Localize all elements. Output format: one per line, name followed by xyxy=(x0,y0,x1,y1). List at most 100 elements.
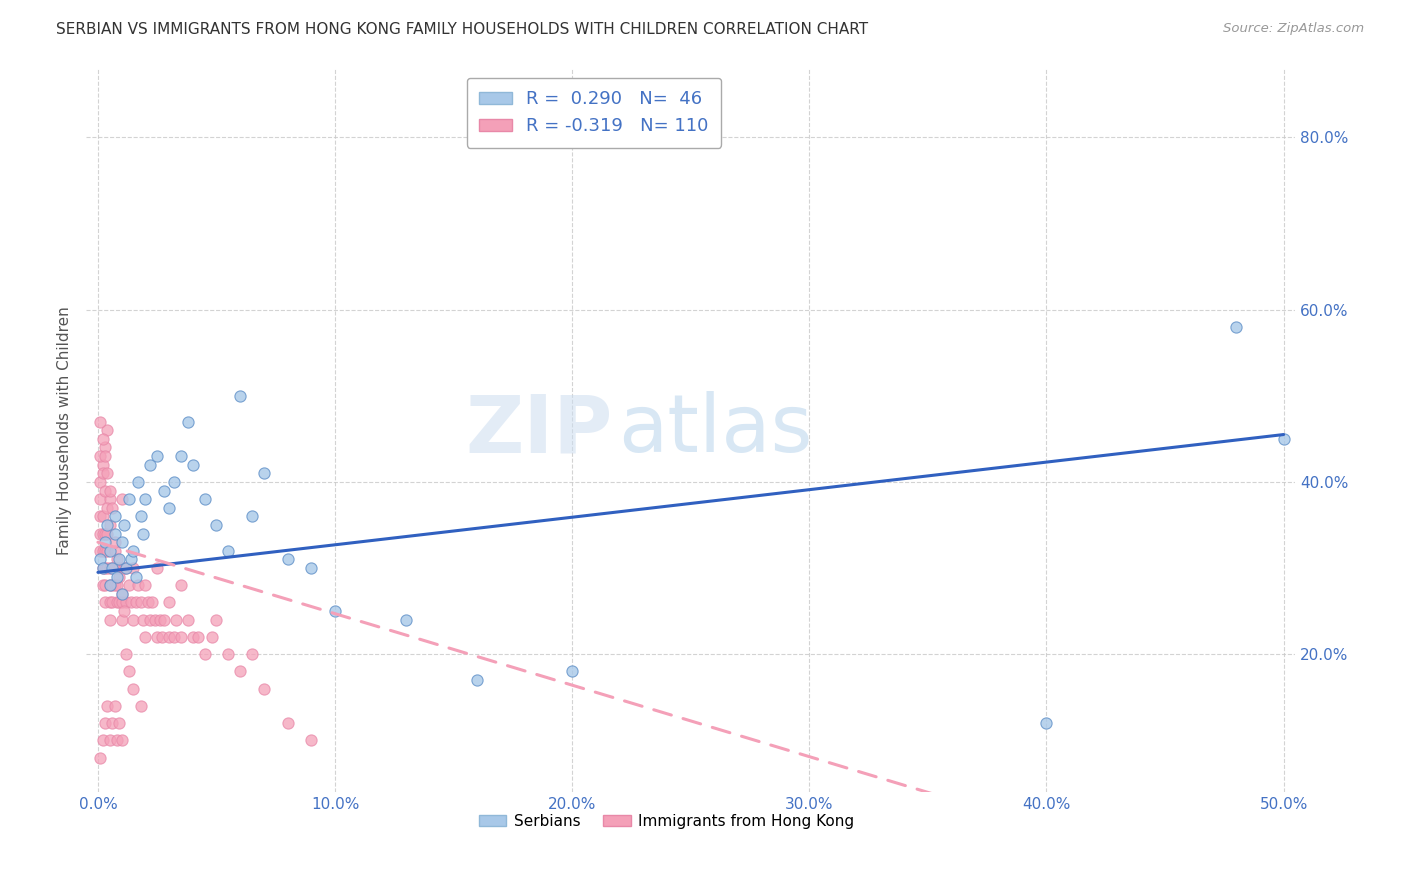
Point xyxy=(111,535,134,549)
Point xyxy=(1225,319,1247,334)
Point xyxy=(395,613,418,627)
Point xyxy=(98,483,121,498)
Point xyxy=(122,544,145,558)
Point xyxy=(98,518,121,533)
Point xyxy=(94,544,117,558)
Point xyxy=(89,492,111,507)
Point xyxy=(170,578,193,592)
Point xyxy=(134,492,156,507)
Point xyxy=(240,647,263,661)
Point xyxy=(139,458,162,472)
Point xyxy=(98,733,121,747)
Point xyxy=(94,449,117,463)
Point xyxy=(177,613,200,627)
Point xyxy=(101,561,124,575)
Point xyxy=(277,716,299,731)
Point xyxy=(201,630,224,644)
Point xyxy=(115,561,138,575)
Point xyxy=(91,544,114,558)
Point xyxy=(205,613,228,627)
Text: Source: ZipAtlas.com: Source: ZipAtlas.com xyxy=(1223,22,1364,36)
Point xyxy=(150,630,173,644)
Point xyxy=(96,698,118,713)
Point xyxy=(141,595,163,609)
Point xyxy=(89,750,111,764)
Point xyxy=(112,561,135,575)
Point xyxy=(111,733,134,747)
Point xyxy=(91,526,114,541)
Text: atlas: atlas xyxy=(619,392,813,469)
Point xyxy=(139,613,162,627)
Point xyxy=(118,665,141,679)
Point xyxy=(98,544,121,558)
Point xyxy=(89,509,111,524)
Point xyxy=(217,647,239,661)
Point xyxy=(94,535,117,549)
Point xyxy=(105,561,128,575)
Point xyxy=(91,561,114,575)
Point xyxy=(89,449,111,463)
Point xyxy=(148,613,170,627)
Point xyxy=(467,673,489,687)
Point xyxy=(96,561,118,575)
Point xyxy=(132,613,155,627)
Point xyxy=(108,552,131,566)
Point xyxy=(101,561,124,575)
Point xyxy=(1272,432,1295,446)
Point xyxy=(1035,716,1057,731)
Point xyxy=(299,733,322,747)
Point xyxy=(94,595,117,609)
Point xyxy=(89,475,111,489)
Point xyxy=(134,578,156,592)
Point xyxy=(181,458,204,472)
Point xyxy=(122,561,145,575)
Point xyxy=(157,630,180,644)
Point xyxy=(217,544,239,558)
Point xyxy=(170,630,193,644)
Point xyxy=(103,578,125,592)
Point xyxy=(91,733,114,747)
Point xyxy=(153,613,176,627)
Point xyxy=(98,578,121,592)
Point xyxy=(129,509,152,524)
Point xyxy=(153,483,176,498)
Point xyxy=(96,423,118,437)
Point xyxy=(105,733,128,747)
Point xyxy=(115,595,138,609)
Point xyxy=(91,509,114,524)
Point xyxy=(89,526,111,541)
Point xyxy=(96,526,118,541)
Point xyxy=(101,578,124,592)
Point xyxy=(96,467,118,481)
Point xyxy=(98,578,121,592)
Point xyxy=(186,630,208,644)
Point xyxy=(111,587,134,601)
Point xyxy=(96,544,118,558)
Point xyxy=(111,613,134,627)
Point xyxy=(108,569,131,583)
Point xyxy=(127,578,149,592)
Y-axis label: Family Households with Children: Family Households with Children xyxy=(58,306,72,555)
Point xyxy=(323,604,346,618)
Point xyxy=(98,613,121,627)
Point xyxy=(94,716,117,731)
Point xyxy=(229,389,252,403)
Point xyxy=(253,467,276,481)
Point xyxy=(122,681,145,696)
Point xyxy=(101,595,124,609)
Point xyxy=(103,509,125,524)
Point xyxy=(89,552,111,566)
Point xyxy=(103,535,125,549)
Point xyxy=(98,561,121,575)
Point xyxy=(111,587,134,601)
Legend: Serbians, Immigrants from Hong Kong: Serbians, Immigrants from Hong Kong xyxy=(472,808,860,835)
Point xyxy=(103,561,125,575)
Point xyxy=(94,441,117,455)
Point xyxy=(194,647,217,661)
Point xyxy=(89,544,111,558)
Point xyxy=(561,665,583,679)
Text: ZIP: ZIP xyxy=(465,392,612,469)
Point xyxy=(94,483,117,498)
Point xyxy=(205,518,228,533)
Point xyxy=(134,630,156,644)
